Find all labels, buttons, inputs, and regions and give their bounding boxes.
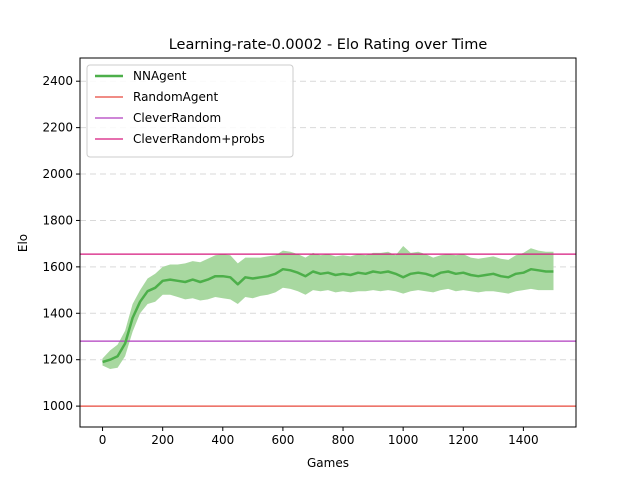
x-axis-label: Games (307, 456, 349, 470)
x-tick-label-4: 800 (332, 433, 355, 447)
x-tick-label-3: 600 (271, 433, 294, 447)
chart-title: Learning-rate-0.0002 - Elo Rating over T… (169, 37, 488, 53)
x-tick-label-0: 0 (99, 433, 107, 447)
legend-box (86, 64, 294, 158)
y-tick-label-0: 1000 (42, 399, 73, 413)
y-tick-label-2: 1400 (42, 306, 73, 320)
legend-label-0: NNAgent (133, 69, 187, 83)
series-lines (102, 267, 554, 364)
plot-frame (79, 57, 577, 428)
reference-lines (80, 253, 576, 407)
legend-label-3: CleverRandom+probs (133, 132, 265, 146)
y-tick-label-7: 2400 (42, 74, 73, 88)
nnagent-line (102, 267, 554, 364)
legend: NNAgent RandomAgent CleverRandom CleverRand… (86, 64, 294, 158)
legend-label-1: RandomAgent (133, 90, 218, 104)
x-tick-label-5: 1000 (388, 433, 419, 447)
x-tick-label-6: 1200 (448, 433, 479, 447)
y-tick-label-6: 2200 (42, 121, 73, 135)
legend-label-2: CleverRandom (133, 111, 221, 125)
x-axis: 0 200 400 600 800 1000 1200 1400 (99, 427, 539, 447)
y-tick-label-1: 1200 (42, 353, 73, 367)
y-axis-label: Elo (16, 234, 30, 252)
x-tick-label-1: 200 (151, 433, 174, 447)
x-tick-label-7: 1400 (508, 433, 539, 447)
x-tick-label-2: 400 (211, 433, 234, 447)
y-axis: 1000 1200 1400 1600 1800 2000 2200 2400 (42, 74, 80, 413)
y-tick-label-3: 1600 (42, 260, 73, 274)
y-tick-label-4: 1800 (42, 213, 73, 227)
y-tick-label-5: 2000 (42, 167, 73, 181)
